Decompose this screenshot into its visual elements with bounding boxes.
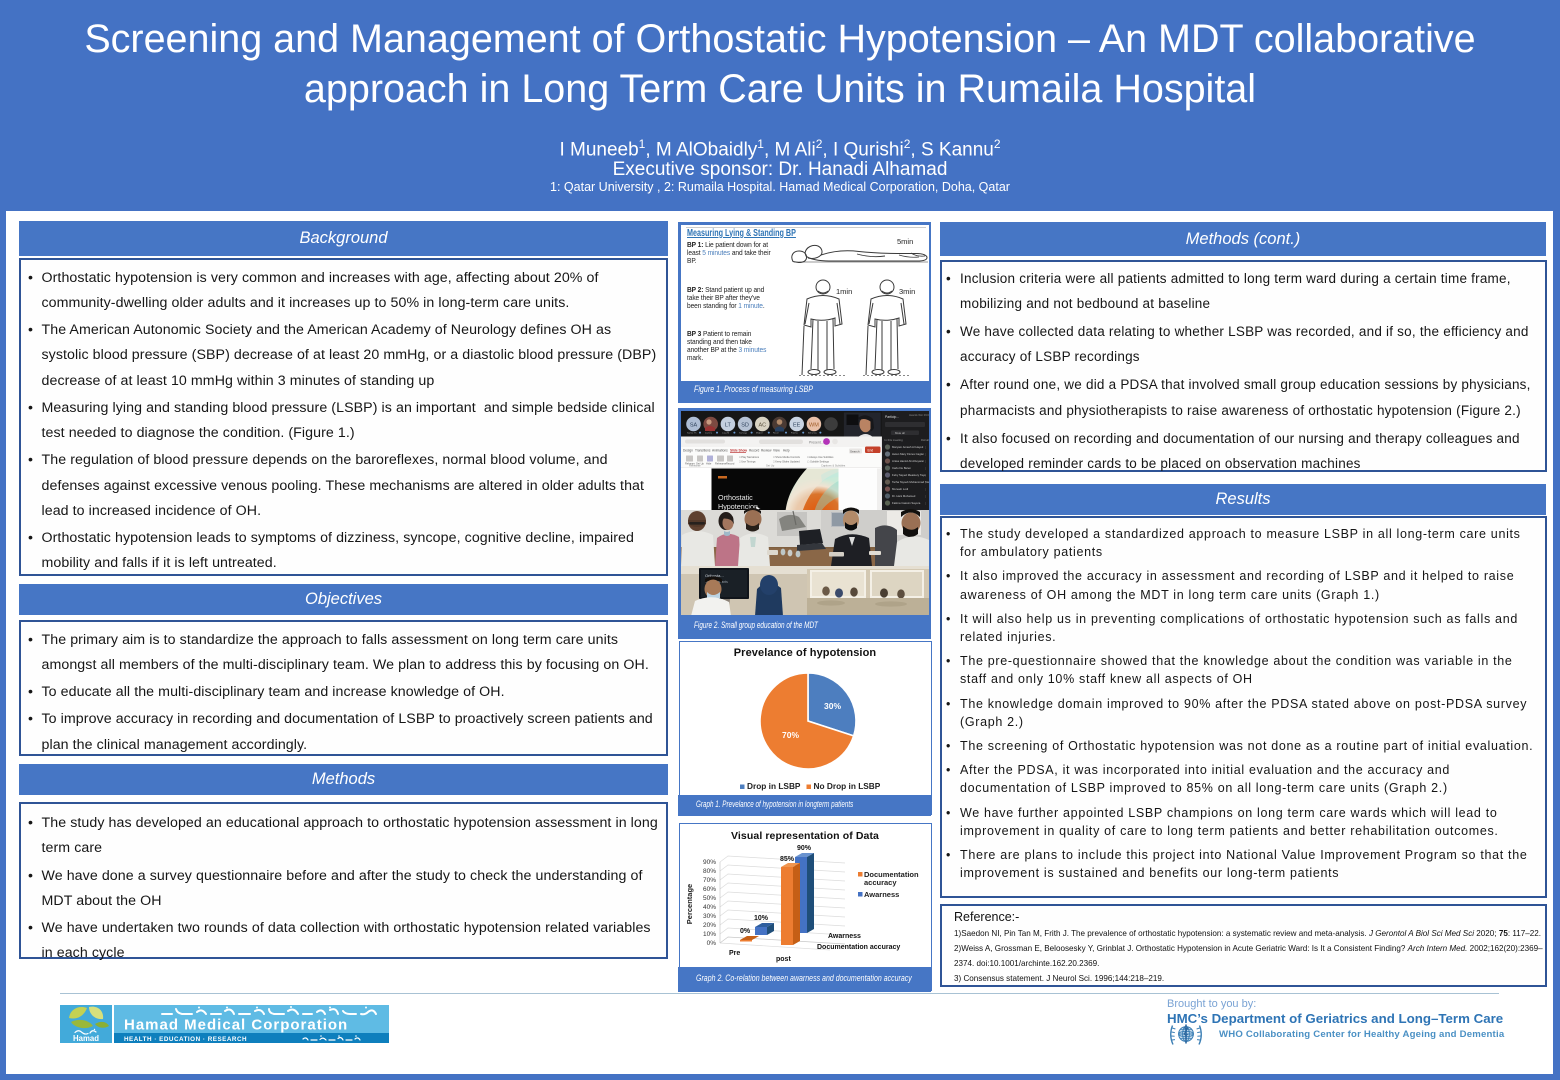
svg-text:□ Play Narrations: □ Play Narrations [739,455,760,459]
svg-text:Search: Search [850,449,860,453]
svg-text:Rehears: Rehears [685,461,696,465]
svg-text:Awarness: Awarness [864,890,899,899]
svg-text:Hamad: Hamad [73,1034,99,1043]
svg-text:Lucy M: Lucy M [722,432,729,434]
svg-text:Pre: Pre [729,950,740,957]
svg-text:Anisa Hamid Ali Alzeyarai: Anisa Hamid Ali Alzeyarai [892,459,924,463]
svg-text:Transitions: Transitions [695,448,711,452]
svg-text:post: post [776,956,791,963]
svg-text:WM: WM [809,422,819,428]
svg-text:Helen Mary Flores Caglai: Helen Mary Flores Caglai [892,452,924,456]
svg-text:⋮: ⋮ [924,452,927,456]
svg-text:70%: 70% [782,730,799,740]
svg-text:Awards Wor 09:00: Awards Wor 09:00 [909,413,929,417]
svg-text:SD: SD [741,422,749,428]
svg-text:Tarha Tayseb Muhammad Taw...: Tarha Tayseb Muhammad Taw... [892,480,929,484]
svg-text:Roll all: Roll all [921,438,929,442]
svg-text:□ Keep Slides Updated: □ Keep Slides Updated [773,459,800,463]
svg-text:Sumaya: Sumaya [739,432,748,434]
svg-text:Documentation: Documentation [864,870,919,879]
svg-text:Set Up: Set Up [696,461,704,465]
svg-text:Awarness: Awarness [828,933,861,940]
svg-text:10%: 10% [703,931,716,938]
svg-text:0%: 0% [707,940,717,947]
svg-text:50%: 50% [703,895,716,902]
svg-text:0%: 0% [740,928,751,935]
svg-text:SA: SA [689,422,697,428]
svg-text:Record: Record [749,448,760,452]
svg-text:90%: 90% [797,845,812,852]
svg-text:Feby Sayed Meastery Taye: Feby Sayed Meastery Taye [892,473,926,477]
svg-text:Set Up: Set Up [766,463,775,467]
svg-text:Record: Record [726,461,735,465]
svg-text:40%: 40% [703,904,716,911]
svg-text:Maryam Amash Al Hayeti: Maryam Amash Al Hayeti [892,445,924,449]
svg-text:□ Use Timings: □ Use Timings [739,459,756,463]
svg-text:Help: Help [783,448,790,452]
svg-text:Carlo De Belen: Carlo De Belen [892,466,911,470]
svg-text:Present...: Present... [809,440,824,444]
svg-text:Fatima: Fatima [791,431,798,434]
svg-text:Hypotencion: Hypotencion [718,502,758,511]
svg-text:Animations: Animations [712,448,728,452]
svg-text:Hide: Hide [706,461,712,465]
svg-text:Dr. Hani Mohamed: Dr. Hani Mohamed [892,494,916,498]
svg-text:Behanna: Behanna [808,432,818,434]
svg-text:90%: 90% [703,859,716,866]
svg-text:View: View [773,448,781,452]
svg-text:In this meeting: In this meeting [884,438,903,442]
svg-text:Rehearse: Rehearse [715,461,727,465]
svg-text:⋮: ⋮ [924,459,927,463]
svg-text:Documentation accuracy: Documentation accuracy [817,944,900,951]
svg-text:⋮: ⋮ [924,487,927,491]
svg-text:70%: 70% [703,877,716,884]
svg-text:1min: 1min [836,287,852,296]
svg-text:Orthosta...: Orthosta... [705,573,724,578]
svg-text:Review: Review [761,448,772,452]
svg-text:10%: 10% [754,915,769,922]
svg-text:⋮: ⋮ [924,445,927,449]
svg-text:80%: 80% [703,868,716,875]
svg-text:Rosel: Rosel [773,432,779,434]
svg-text:Fatima Cassim Sayera: Fatima Cassim Sayera [892,501,921,505]
svg-text:Design: Design [683,448,693,452]
svg-text:⋮: ⋮ [924,494,927,498]
svg-text:▢ Subtitle Settings: ▢ Subtitle Settings [807,459,830,463]
svg-text:5min: 5min [897,237,913,246]
svg-text:Mejbel: Mejbel [756,432,763,434]
svg-text:LT: LT [724,422,731,428]
svg-text:Orthostatic: Orthostatic [718,493,753,502]
svg-text:HEALTH · EDUCATION · RESEARCH: HEALTH · EDUCATION · RESEARCH [124,1036,247,1043]
svg-text:Rehearse: Rehearse [689,463,701,467]
svg-text:Joveria: Joveria [705,431,713,434]
svg-text:85%: 85% [780,856,795,863]
svg-text:20%: 20% [703,922,716,929]
svg-text:30%: 30% [824,701,841,711]
svg-text:accuracy: accuracy [864,878,897,887]
svg-text:EE: EE [793,422,801,428]
svg-text:⋮: ⋮ [924,466,927,470]
svg-text:Hamad Medical Corporation: Hamad Medical Corporation [124,1017,348,1034]
svg-text:⋮: ⋮ [924,480,927,484]
svg-text:□ Always Use Subtitles: □ Always Use Subtitles [807,455,834,459]
svg-text:Percentage: Percentage [685,884,694,924]
svg-text:Mute all: Mute all [895,431,905,435]
svg-text:60%: 60% [703,886,716,893]
svg-text:Samia Th: Samia Th [687,432,697,434]
svg-text:Drop in LSBP: Drop in LSBP [747,781,801,791]
svg-text:Particip...: Particip... [885,415,899,419]
svg-text:Muneeb Lodi: Muneeb Lodi [892,487,909,491]
svg-text:□ Show Media Controls: □ Show Media Controls [773,455,801,459]
svg-text:No Drop in LSBP: No Drop in LSBP [814,781,881,791]
svg-text:Captions & Subtitles: Captions & Subtitles [821,463,846,467]
svg-text:End: End [867,448,873,452]
svg-text:⋮: ⋮ [924,473,927,477]
svg-text:⋮: ⋮ [924,501,927,505]
svg-text:3min: 3min [899,287,915,296]
svg-text:Slide Show: Slide Show [730,448,748,452]
svg-text:AC: AC [758,422,766,428]
svg-text:30%: 30% [703,913,716,920]
